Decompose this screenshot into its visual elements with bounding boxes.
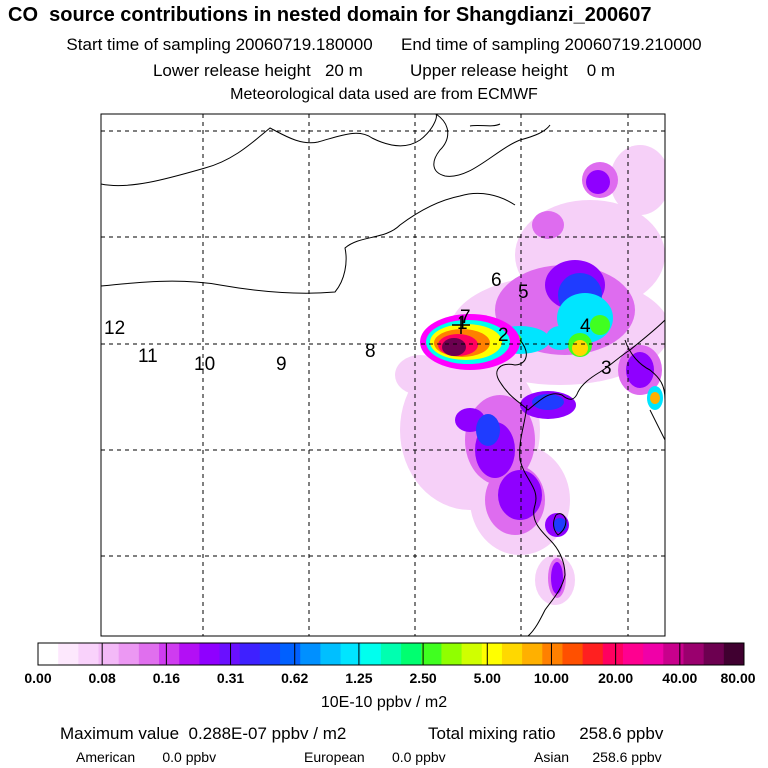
met-data-line: Meteorological data used are from ECMWF: [230, 86, 538, 103]
colorbar-tick-label: 80.00: [720, 670, 756, 686]
asian-line: Asian 258.6 ppbv: [534, 749, 662, 765]
lower-value: 20 m: [324, 61, 363, 80]
asian-label: Asian: [534, 749, 570, 765]
map-label-4: 4: [580, 316, 591, 337]
concentration-field: [395, 145, 665, 605]
total-label: Total mixing ratio: [428, 724, 556, 743]
plume-hotspot: [420, 314, 660, 404]
coastlines: [101, 114, 665, 636]
release-heights: Lower release height 20 m Upper release …: [0, 61, 768, 81]
european-line: European 0.0 ppbv: [304, 749, 446, 765]
map-label-3: 3: [601, 358, 612, 379]
american-value: 0.0 ppbv: [162, 749, 217, 765]
colorbar-tick-label: 0.16: [152, 670, 180, 686]
max-value-line: Maximum value 0.288E-07 ppbv / m2: [60, 724, 346, 744]
start-label: Start time of sampling: [66, 35, 231, 54]
map-label-10: 10: [194, 354, 215, 375]
colorbar-tick-label: 2.50: [409, 670, 437, 686]
lat-lon-grid: [101, 114, 665, 636]
map-label-2: 2: [498, 325, 509, 346]
american-label: American: [76, 749, 136, 765]
max-value: 0.288E-07 ppbv / m2: [188, 724, 347, 743]
colorbar-tick-label: 0.00: [24, 670, 52, 686]
map-label-7: 7: [460, 307, 471, 328]
map-label-8: 8: [365, 341, 376, 362]
lower-label: Lower release height: [152, 61, 311, 80]
map-label-12: 12: [104, 318, 125, 339]
colorbar-tick-label: 20.00: [598, 670, 634, 686]
european-value: 0.0 ppbv: [391, 749, 446, 765]
total-mixing-line: Total mixing ratio 258.6 ppbv: [428, 724, 663, 744]
colorbar-units: 10E-10 ppbv / m2: [320, 694, 448, 711]
map-plot: 12 11 10 9 8 7 6 5 4 3 2 1: [100, 113, 666, 637]
european-label: European: [304, 749, 365, 765]
american-line: American 0.0 ppbv: [76, 749, 216, 765]
end-value: 20060719.210000: [564, 35, 702, 54]
colorbar-tick-label: 5.00: [473, 670, 501, 686]
map-label-9: 9: [276, 354, 287, 375]
sampling-times: Start time of sampling 20060719.180000 E…: [0, 35, 768, 55]
map-label-5: 5: [518, 282, 529, 303]
start-value: 20060719.180000: [235, 35, 373, 54]
chart-title: CO source contributions in nested domain…: [8, 4, 652, 26]
max-label: Maximum value: [60, 724, 180, 743]
map-label-11: 11: [138, 346, 158, 367]
colorbar-tick-label: 40.00: [662, 670, 698, 686]
asian-value: 258.6 ppbv: [592, 749, 662, 765]
total-value: 258.6 ppbv: [579, 724, 664, 743]
map-label-1: 1: [457, 313, 468, 334]
map-frame: [100, 113, 666, 637]
colorbar-tick-label: 0.08: [88, 670, 116, 686]
colorbar-tick-label: 1.25: [345, 670, 373, 686]
station-marker: [452, 316, 470, 334]
map-label-6: 6: [491, 270, 502, 291]
end-label: End time of sampling: [401, 35, 560, 54]
upper-value: 0 m: [586, 61, 616, 80]
colorbar-tick-label: 0.31: [216, 670, 245, 686]
colorbar-tick-label: 0.62: [281, 670, 309, 686]
distance-labels: 12 11 10 9 8 7 6 5 4 3 2 1: [104, 270, 612, 379]
upper-label: Upper release height: [409, 61, 568, 80]
colorbar-tick-label: 10.00: [533, 670, 569, 686]
